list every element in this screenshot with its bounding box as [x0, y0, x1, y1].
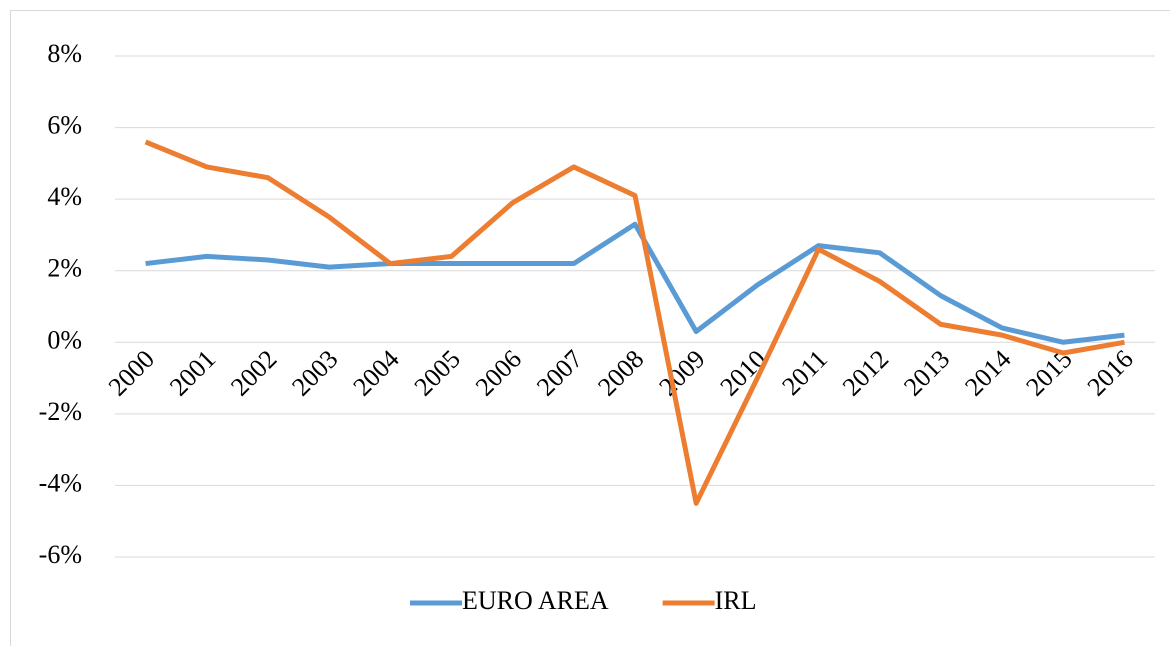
y-tick-label: -2% [39, 397, 82, 426]
y-tick-label: 2% [47, 254, 82, 283]
series-line [144, 139, 1125, 506]
y-tick-label: 4% [47, 182, 82, 211]
y-tick-label: 0% [47, 325, 82, 354]
y-tick-label: -6% [39, 540, 82, 569]
y-tick-label: 6% [47, 111, 82, 140]
y-tick-label: -4% [39, 468, 82, 497]
series-line [145, 221, 1125, 345]
chart-frame [10, 10, 1170, 646]
y-tick-label: 8% [47, 39, 82, 68]
legend-label: EURO AREA [462, 586, 609, 615]
legend-label: IRL [715, 586, 757, 615]
